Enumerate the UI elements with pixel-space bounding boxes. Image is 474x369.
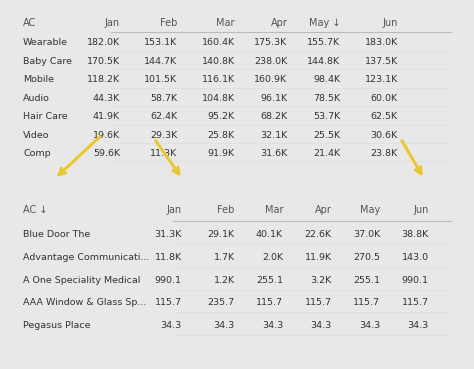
Text: Jan: Jan	[166, 205, 182, 215]
Text: 60.0K: 60.0K	[371, 94, 398, 103]
Text: Baby Care: Baby Care	[23, 57, 72, 66]
Text: 183.0K: 183.0K	[365, 38, 398, 48]
Text: 990.1: 990.1	[155, 276, 182, 284]
Text: 160.4K: 160.4K	[201, 38, 235, 48]
Text: 101.5K: 101.5K	[144, 75, 177, 85]
Text: 37.0K: 37.0K	[353, 230, 380, 239]
Text: 34.3: 34.3	[262, 321, 283, 330]
Text: Apr: Apr	[315, 205, 332, 215]
Text: 104.8K: 104.8K	[201, 94, 235, 103]
Text: 21.4K: 21.4K	[313, 149, 340, 158]
Text: Mar: Mar	[216, 18, 235, 28]
Text: AAA Window & Glass Sp...: AAA Window & Glass Sp...	[23, 298, 146, 307]
Text: Jun: Jun	[383, 18, 398, 28]
Text: A One Speciality Medical: A One Speciality Medical	[23, 276, 140, 284]
Text: 140.8K: 140.8K	[201, 57, 235, 66]
Text: Wearable: Wearable	[23, 38, 68, 48]
Text: 22.6K: 22.6K	[304, 230, 332, 239]
Text: 990.1: 990.1	[401, 276, 428, 284]
Text: Feb: Feb	[160, 18, 177, 28]
Text: 38.8K: 38.8K	[401, 230, 428, 239]
Text: 91.9K: 91.9K	[208, 149, 235, 158]
Text: 41.9K: 41.9K	[93, 112, 120, 121]
Text: 115.7: 115.7	[305, 298, 332, 307]
Text: 34.3: 34.3	[359, 321, 380, 330]
Text: Hair Care: Hair Care	[23, 112, 68, 121]
Text: 137.5K: 137.5K	[365, 57, 398, 66]
Text: 175.3K: 175.3K	[254, 38, 288, 48]
Text: Jun: Jun	[413, 205, 428, 215]
Text: 96.1K: 96.1K	[260, 94, 288, 103]
Text: 25.5K: 25.5K	[313, 131, 340, 140]
Text: 95.2K: 95.2K	[208, 112, 235, 121]
Text: 11.3K: 11.3K	[150, 149, 177, 158]
Text: 255.1: 255.1	[256, 276, 283, 284]
Text: 53.7K: 53.7K	[313, 112, 340, 121]
Text: 238.0K: 238.0K	[254, 57, 288, 66]
Text: 40.1K: 40.1K	[256, 230, 283, 239]
Text: 255.1: 255.1	[353, 276, 380, 284]
Text: 44.3K: 44.3K	[93, 94, 120, 103]
Text: 144.7K: 144.7K	[144, 57, 177, 66]
Text: 11.9K: 11.9K	[304, 253, 332, 262]
Text: 155.7K: 155.7K	[307, 38, 340, 48]
Text: 144.8K: 144.8K	[307, 57, 340, 66]
Text: 98.4K: 98.4K	[313, 75, 340, 85]
Text: 31.6K: 31.6K	[260, 149, 288, 158]
Text: 58.7K: 58.7K	[150, 94, 177, 103]
Text: 3.2K: 3.2K	[310, 276, 332, 284]
Text: 235.7: 235.7	[208, 298, 235, 307]
Text: 29.3K: 29.3K	[150, 131, 177, 140]
Text: 1.7K: 1.7K	[213, 253, 235, 262]
Text: 34.3: 34.3	[161, 321, 182, 330]
Text: 1.2K: 1.2K	[213, 276, 235, 284]
Text: 23.8K: 23.8K	[371, 149, 398, 158]
Text: 170.5K: 170.5K	[87, 57, 120, 66]
Text: Jan: Jan	[105, 18, 120, 28]
Text: 2.0K: 2.0K	[262, 253, 283, 262]
Text: Apr: Apr	[271, 18, 288, 28]
Text: Blue Door The: Blue Door The	[23, 230, 90, 239]
Text: AC: AC	[23, 18, 36, 28]
Text: AC ↓: AC ↓	[23, 205, 47, 215]
Text: Advantage Communicati...: Advantage Communicati...	[23, 253, 149, 262]
Text: 11.8K: 11.8K	[155, 253, 182, 262]
Text: 160.9K: 160.9K	[255, 75, 288, 85]
Text: 59.6K: 59.6K	[93, 149, 120, 158]
Text: 29.1K: 29.1K	[208, 230, 235, 239]
Text: 34.3: 34.3	[310, 321, 332, 330]
Text: May ↓: May ↓	[309, 18, 340, 28]
Text: 62.4K: 62.4K	[150, 112, 177, 121]
Text: 153.1K: 153.1K	[144, 38, 177, 48]
Text: 62.5K: 62.5K	[371, 112, 398, 121]
Text: 143.0: 143.0	[401, 253, 428, 262]
Text: Pegasus Place: Pegasus Place	[23, 321, 91, 330]
Text: Mobile: Mobile	[23, 75, 54, 85]
Text: 32.1K: 32.1K	[260, 131, 288, 140]
Text: 115.7: 115.7	[401, 298, 428, 307]
Text: Audio: Audio	[23, 94, 50, 103]
Text: 25.8K: 25.8K	[208, 131, 235, 140]
Text: 34.3: 34.3	[213, 321, 235, 330]
Text: 182.0K: 182.0K	[87, 38, 120, 48]
Text: Comp: Comp	[23, 149, 51, 158]
Text: Mar: Mar	[264, 205, 283, 215]
Text: 270.5: 270.5	[353, 253, 380, 262]
Text: Feb: Feb	[217, 205, 235, 215]
Text: 115.7: 115.7	[353, 298, 380, 307]
Text: Video: Video	[23, 131, 50, 140]
Text: 123.1K: 123.1K	[365, 75, 398, 85]
Text: 78.5K: 78.5K	[313, 94, 340, 103]
Text: 68.2K: 68.2K	[260, 112, 288, 121]
Text: 116.1K: 116.1K	[201, 75, 235, 85]
Text: 118.2K: 118.2K	[87, 75, 120, 85]
Text: 19.6K: 19.6K	[93, 131, 120, 140]
Text: 30.6K: 30.6K	[371, 131, 398, 140]
Text: 115.7: 115.7	[155, 298, 182, 307]
Text: 34.3: 34.3	[407, 321, 428, 330]
Text: 115.7: 115.7	[256, 298, 283, 307]
Text: 31.3K: 31.3K	[155, 230, 182, 239]
Text: May: May	[360, 205, 380, 215]
